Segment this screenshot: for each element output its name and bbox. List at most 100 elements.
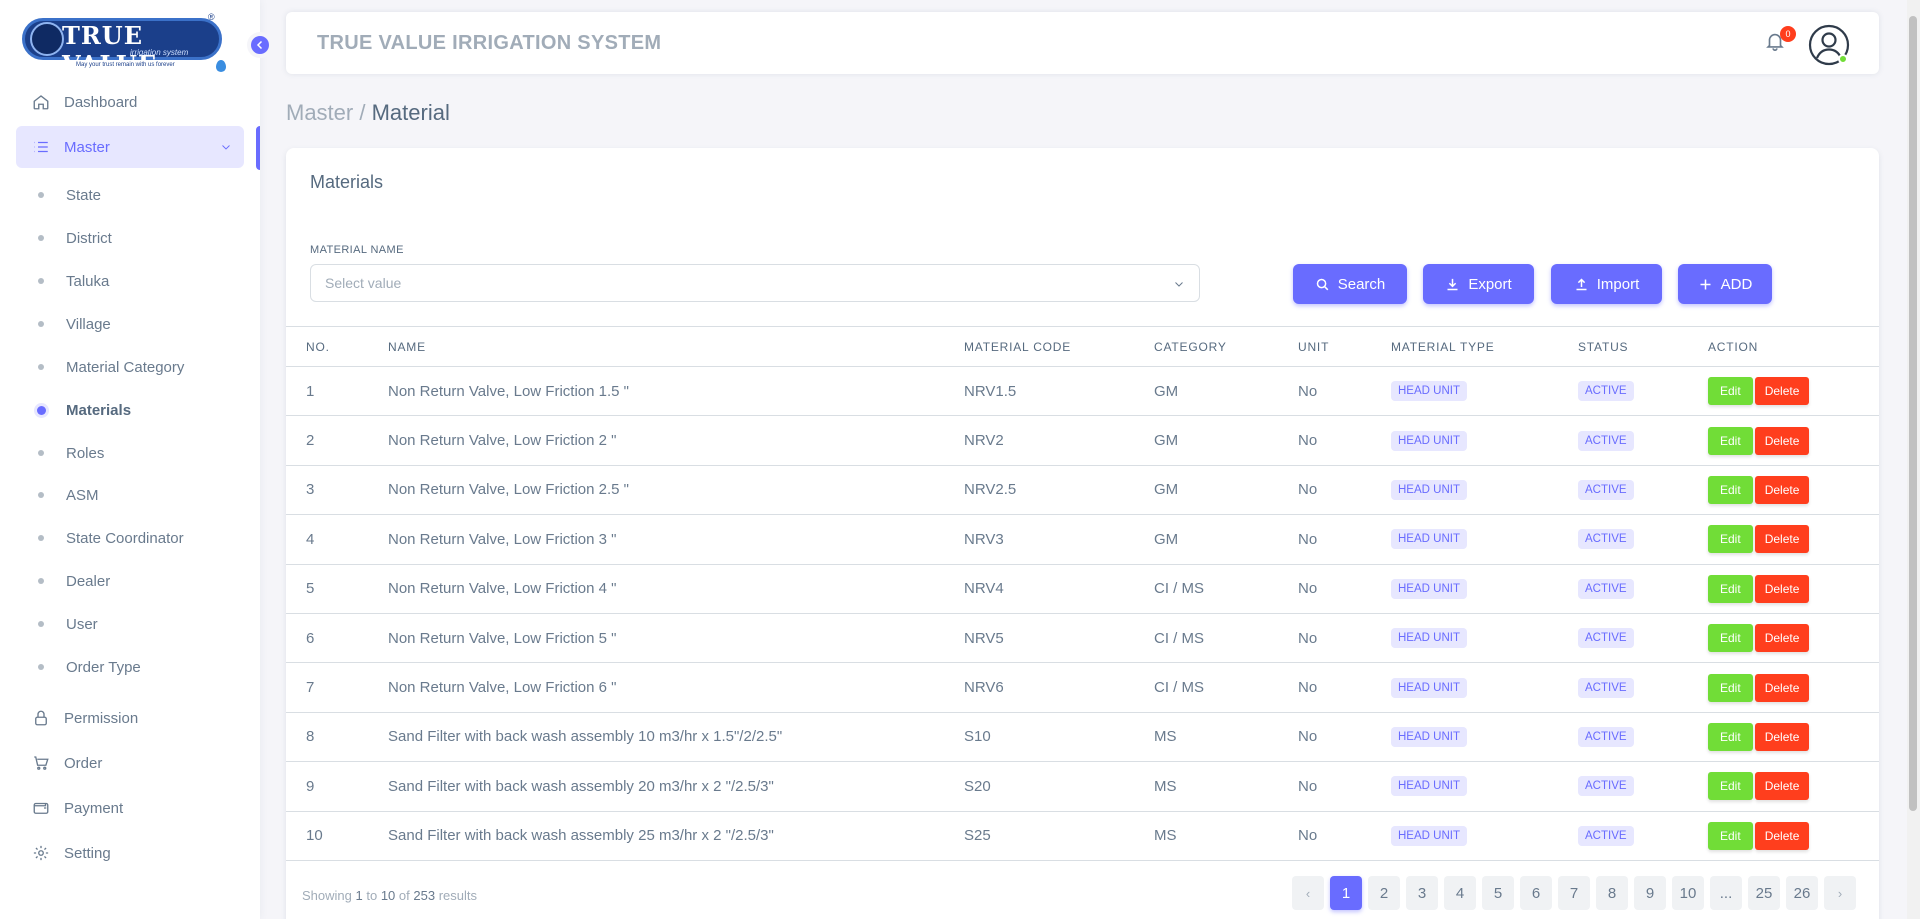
- delete-button[interactable]: Delete: [1754, 426, 1810, 455]
- breadcrumb-parent[interactable]: Master: [286, 100, 354, 125]
- delete-button[interactable]: Delete: [1754, 821, 1810, 850]
- sidebar-subitem-district[interactable]: District: [36, 223, 246, 253]
- sidebar-subitem-village[interactable]: Village: [36, 309, 246, 339]
- page-button-9[interactable]: 9: [1634, 876, 1666, 910]
- add-button[interactable]: ADD: [1678, 264, 1772, 304]
- cell-name: Non Return Valve, Low Friction 5 ": [368, 613, 944, 664]
- export-button[interactable]: Export: [1423, 264, 1534, 304]
- bullet-icon: [38, 578, 44, 584]
- sidebar-subitem-asm[interactable]: ASM: [36, 480, 246, 510]
- user-avatar-icon: [1808, 24, 1850, 66]
- search-button[interactable]: Search: [1293, 264, 1407, 304]
- page-prev-button[interactable]: ‹: [1292, 876, 1324, 910]
- column-header-material-type: MATERIAL TYPE: [1371, 326, 1558, 367]
- delete-button[interactable]: Delete: [1754, 525, 1810, 554]
- sidebar-subitem-user[interactable]: User: [36, 609, 246, 639]
- cell-status: ACTIVE: [1558, 465, 1688, 516]
- page-button-7[interactable]: 7: [1558, 876, 1590, 910]
- edit-button[interactable]: Edit: [1708, 673, 1753, 702]
- sidebar-item-payment[interactable]: Payment: [16, 787, 244, 829]
- page-next-button[interactable]: ›: [1824, 876, 1856, 910]
- bullet-icon: [38, 321, 44, 327]
- cell-code: NRV1.5: [944, 366, 1134, 417]
- cell-code: NRV4: [944, 564, 1134, 614]
- sidebar-subitem-order-type[interactable]: Order Type: [36, 652, 246, 682]
- sidebar: TRUE VALUE irrigation system May your tr…: [0, 0, 260, 919]
- edit-button[interactable]: Edit: [1708, 426, 1753, 455]
- gear-icon: [33, 845, 49, 861]
- edit-button[interactable]: Edit: [1708, 772, 1753, 801]
- table-row: 10 Sand Filter with back wash assembly 2…: [286, 811, 1879, 861]
- sidebar-toggle-button[interactable]: [247, 32, 273, 58]
- page-button-6[interactable]: 6: [1520, 876, 1552, 910]
- page-button-3[interactable]: 3: [1406, 876, 1438, 910]
- sidebar-subitem-label: Village: [66, 315, 111, 333]
- sidebar-subitem-materials[interactable]: Materials: [36, 395, 246, 425]
- sidebar-subitem-roles[interactable]: Roles: [36, 438, 246, 468]
- app-title: TRUE VALUE IRRIGATION SYSTEM: [317, 32, 662, 54]
- bell-icon: [1766, 33, 1784, 51]
- summary-of-word: of: [398, 888, 410, 903]
- sidebar-item-permission[interactable]: Permission: [16, 697, 244, 739]
- summary-from: 1: [355, 888, 363, 903]
- sidebar-subitem-taluka[interactable]: Taluka: [36, 266, 246, 296]
- sidebar-subitem-state-coordinator[interactable]: State Coordinator: [36, 523, 246, 553]
- cell-category: CI / MS: [1134, 564, 1278, 614]
- page-button-25[interactable]: 25: [1748, 876, 1780, 910]
- select-placeholder: Select value: [325, 275, 402, 291]
- sidebar-subitem-label: User: [66, 615, 98, 633]
- page-button-26[interactable]: 26: [1786, 876, 1818, 910]
- edit-button[interactable]: Edit: [1708, 624, 1753, 653]
- sidebar-subitem-label: Roles: [66, 444, 105, 462]
- delete-button[interactable]: Delete: [1754, 475, 1810, 504]
- delete-button[interactable]: Delete: [1754, 624, 1810, 653]
- edit-button[interactable]: Edit: [1708, 722, 1753, 751]
- cell-unit: No: [1278, 564, 1371, 614]
- cell-type: HEAD UNIT: [1371, 811, 1558, 861]
- page-button-2[interactable]: 2: [1368, 876, 1400, 910]
- sidebar-item-setting[interactable]: Setting: [16, 832, 244, 874]
- cell-action: Edit Delete: [1688, 564, 1879, 614]
- search-icon: [1316, 278, 1329, 290]
- sidebar-subitem-state[interactable]: State: [36, 180, 246, 210]
- scrollbar-thumb[interactable]: [1909, 16, 1917, 811]
- delete-button[interactable]: Delete: [1754, 377, 1810, 406]
- delete-button[interactable]: Delete: [1754, 574, 1810, 603]
- brand-logo[interactable]: TRUE VALUE irrigation system May your tr…: [20, 12, 230, 79]
- notification-badge: 0: [1780, 26, 1796, 42]
- delete-button[interactable]: Delete: [1754, 673, 1810, 702]
- page-scrollbar[interactable]: [1907, 0, 1920, 919]
- cell-type: HEAD UNIT: [1371, 761, 1558, 812]
- sidebar-item-label: Permission: [64, 709, 139, 727]
- delete-button[interactable]: Delete: [1754, 772, 1810, 801]
- column-header-status: STATUS: [1558, 326, 1688, 367]
- cell-no: 10: [286, 811, 368, 861]
- sidebar-item-dashboard[interactable]: Dashboard: [16, 81, 244, 123]
- sidebar-subitem-material-category[interactable]: Material Category: [36, 352, 246, 382]
- cell-type: HEAD UNIT: [1371, 465, 1558, 516]
- sidebar-item-master[interactable]: Master: [16, 126, 244, 168]
- sidebar-item-order[interactable]: Order: [16, 742, 244, 784]
- delete-button[interactable]: Delete: [1754, 722, 1810, 751]
- avatar[interactable]: [1808, 24, 1850, 66]
- notification-button[interactable]: [1764, 30, 1788, 54]
- page-button-4[interactable]: 4: [1444, 876, 1476, 910]
- home-icon: [33, 95, 49, 110]
- cell-status: ACTIVE: [1558, 761, 1688, 812]
- edit-button[interactable]: Edit: [1708, 377, 1753, 406]
- import-button[interactable]: Import: [1551, 264, 1662, 304]
- page-button-5[interactable]: 5: [1482, 876, 1514, 910]
- sidebar-subitem-dealer[interactable]: Dealer: [36, 566, 246, 596]
- cell-name: Sand Filter with back wash assembly 25 m…: [368, 811, 944, 861]
- page-button-1[interactable]: 1: [1330, 876, 1362, 910]
- page-button-8[interactable]: 8: [1596, 876, 1628, 910]
- edit-button[interactable]: Edit: [1708, 821, 1753, 850]
- edit-button[interactable]: Edit: [1708, 525, 1753, 554]
- page-button-10[interactable]: 10: [1672, 876, 1704, 910]
- cell-type: HEAD UNIT: [1371, 366, 1558, 417]
- material-name-select[interactable]: Select value: [310, 264, 1200, 302]
- edit-button[interactable]: Edit: [1708, 475, 1753, 504]
- edit-button[interactable]: Edit: [1708, 574, 1753, 603]
- bullet-icon: [38, 278, 44, 284]
- status-badge: ACTIVE: [1578, 726, 1634, 747]
